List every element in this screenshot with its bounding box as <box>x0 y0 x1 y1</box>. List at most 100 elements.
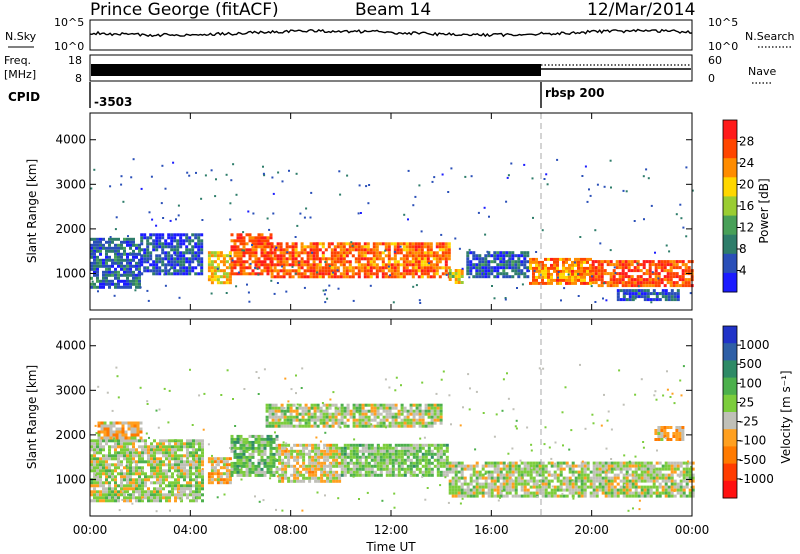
heatmap-cell <box>245 443 249 447</box>
heatmap-cell <box>643 461 647 465</box>
heatmap-cell <box>126 252 129 256</box>
heatmap-cell <box>685 473 689 477</box>
heatmap-cell <box>311 446 315 450</box>
heatmap-cell <box>340 449 344 453</box>
heatmap-cell <box>673 482 677 486</box>
heatmap-cell <box>129 258 132 262</box>
heatmap-cell <box>159 478 162 482</box>
heatmap-cell <box>233 455 237 459</box>
heatmap-cell <box>655 491 659 495</box>
heatmap-cell <box>652 292 656 296</box>
heatmap-cell <box>177 481 180 485</box>
heatmap-cell <box>613 476 617 480</box>
heatmap-cell <box>637 491 641 495</box>
heatmap-cell <box>306 266 310 270</box>
heatmap-cell <box>373 415 377 419</box>
heatmap-cell <box>517 275 521 279</box>
heatmap-cell <box>326 446 330 450</box>
heatmap-cell <box>660 281 664 285</box>
echo-point <box>523 163 526 166</box>
heatmap-cell <box>409 412 413 416</box>
heatmap-cell <box>230 248 234 252</box>
heatmap-cell <box>505 263 509 267</box>
heatmap-cell <box>454 485 458 489</box>
heatmap-cell <box>213 460 217 464</box>
echo-point <box>246 283 248 286</box>
heatmap-cell <box>481 482 485 486</box>
heatmap-cell <box>257 260 261 264</box>
heatmap-cell <box>625 479 629 483</box>
heatmap-cell <box>108 267 111 271</box>
heatmap-cell <box>117 466 120 470</box>
heatmap-cell <box>657 278 661 282</box>
echo-point <box>93 168 96 171</box>
heatmap-cell <box>300 257 304 261</box>
heatmap-cell <box>242 263 246 267</box>
heatmap-cell <box>574 278 577 282</box>
heatmap-cell <box>120 439 123 443</box>
heatmap-cell <box>547 275 550 279</box>
heatmap-cell <box>93 472 96 476</box>
heatmap-cell <box>339 242 343 246</box>
heatmap-cell <box>233 443 237 447</box>
heatmap-cell <box>239 443 243 447</box>
heatmap-cell <box>111 282 114 286</box>
heatmap-cell <box>114 261 117 265</box>
heatmap-cell <box>499 266 503 270</box>
heatmap-cell <box>200 248 204 252</box>
heatmap-cell <box>370 458 374 462</box>
heatmap-cell <box>571 491 575 495</box>
heatmap-cell <box>496 485 500 489</box>
heatmap-cell <box>574 482 578 486</box>
heatmap-cell <box>315 257 319 261</box>
heatmap-cell <box>415 409 419 413</box>
heatmap-cell <box>667 298 671 302</box>
heatmap-cell <box>304 412 308 416</box>
heatmap-cell <box>592 461 596 465</box>
heatmap-cell <box>364 418 368 422</box>
heatmap-cell <box>639 278 643 282</box>
heatmap-cell <box>364 446 368 450</box>
heatmap-cell <box>248 446 252 450</box>
heatmap-cell <box>138 460 141 464</box>
heatmap-cell <box>439 406 443 410</box>
heatmap-cell <box>230 434 234 438</box>
heatmap-cell <box>444 245 448 249</box>
heatmap-cell <box>299 464 303 468</box>
heatmap-cell <box>260 473 264 477</box>
heatmap-cell <box>508 254 512 258</box>
heatmap-cell <box>396 260 400 264</box>
heatmap-cell <box>648 266 652 270</box>
heatmap-cell <box>514 272 518 276</box>
echo-point <box>305 207 308 210</box>
heatmap-cell <box>379 455 383 459</box>
heatmap-cell <box>348 269 352 273</box>
heatmap-cell <box>421 421 425 425</box>
heatmap-cell <box>496 470 500 474</box>
heatmap-cell <box>526 470 530 474</box>
heatmap-cell <box>670 292 674 296</box>
heatmap-cell <box>300 245 304 249</box>
heatmap-cell <box>271 406 275 410</box>
heatmap-cell <box>314 452 318 456</box>
heatmap-cell <box>577 464 581 468</box>
heatmap-cell <box>305 464 309 468</box>
heatmap-cell <box>373 409 377 413</box>
heatmap-cell <box>562 263 565 267</box>
heatmap-cell <box>189 499 192 503</box>
heatmap-cell <box>155 233 159 237</box>
heatmap-cell <box>655 461 659 465</box>
heatmap-cell <box>216 281 220 285</box>
colorbar-tick-label: 12 <box>739 221 754 235</box>
heatmap-cell <box>397 421 401 425</box>
heatmap-cell <box>463 491 467 495</box>
heatmap-cell <box>335 458 339 462</box>
heatmap-cell <box>111 273 114 277</box>
heatmap-cell <box>149 251 153 255</box>
echo-point <box>504 298 507 301</box>
heatmap-cell <box>355 470 359 474</box>
heatmap-cell <box>164 266 168 270</box>
heatmap-cell <box>559 485 563 489</box>
heatmap-cell <box>421 424 425 428</box>
heatmap-cell <box>364 443 368 447</box>
